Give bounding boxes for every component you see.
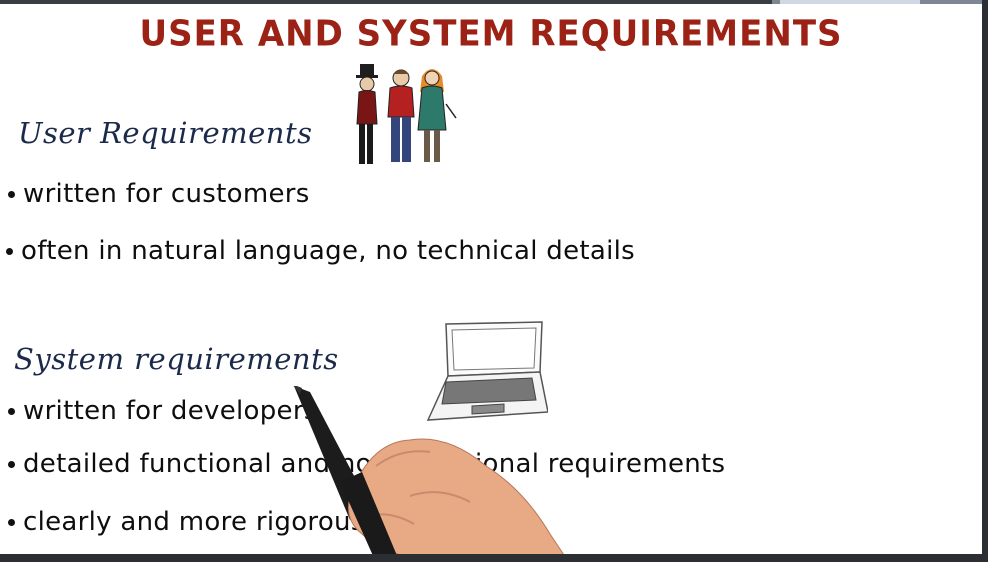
bullet-dot bbox=[8, 519, 15, 526]
frame-bottom-edge bbox=[0, 554, 988, 562]
person-red-sweater bbox=[387, 69, 415, 162]
frame-right-edge bbox=[982, 0, 988, 562]
system-bullet-1-text: written for developers bbox=[23, 396, 318, 426]
person-top-hat bbox=[356, 64, 378, 164]
bullet-dot bbox=[6, 248, 13, 255]
person-green-dress bbox=[417, 69, 457, 162]
laptop-illustration bbox=[426, 321, 548, 421]
system-bullet-1: written for developers bbox=[8, 396, 318, 426]
hand-with-marker bbox=[293, 386, 564, 554]
user-bullet-2: often in natural language, no technical … bbox=[6, 236, 635, 266]
user-requirements-heading: User Requirements bbox=[18, 116, 313, 150]
bullet-dot bbox=[8, 191, 15, 198]
user-bullet-1: written for customers bbox=[8, 179, 310, 209]
bullet-dot bbox=[8, 408, 15, 415]
bullet-dot bbox=[8, 461, 15, 468]
user-bullet-2-text: often in natural language, no technical … bbox=[21, 236, 636, 266]
window-top-bar-highlight bbox=[780, 0, 920, 4]
system-requirements-heading: System requirements bbox=[14, 342, 339, 376]
people-illustration bbox=[356, 64, 457, 164]
whiteboard: USER AND SYSTEM REQUIREMENTS bbox=[0, 4, 982, 554]
user-bullet-1-text: written for customers bbox=[23, 179, 310, 209]
slide-title: USER AND SYSTEM REQUIREMENTS bbox=[139, 13, 843, 55]
